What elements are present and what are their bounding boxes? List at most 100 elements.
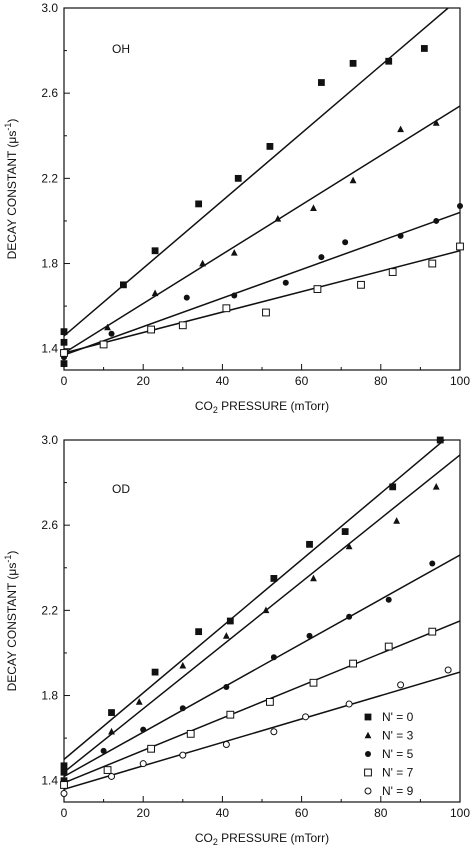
data-point <box>270 728 278 736</box>
legend-marker <box>364 787 372 795</box>
legend-label: N' = 7 <box>382 766 414 780</box>
panel-label: OD <box>112 482 130 496</box>
panel-label: OH <box>112 42 130 56</box>
data-point <box>357 280 365 289</box>
data-point <box>436 436 444 444</box>
data-point <box>226 710 235 719</box>
y-tick-label: 2.6 <box>41 518 58 532</box>
data-point <box>186 729 195 738</box>
data-point <box>151 247 159 255</box>
y-tick-label: 3.0 <box>41 1 58 15</box>
data-points <box>60 45 464 368</box>
legend-marker <box>364 731 372 739</box>
data-point <box>262 606 270 614</box>
tick-marks: 0 20 40 60 80 100 1.4 1.8 2.2 2.6 3.0 <box>41 433 470 820</box>
data-point <box>341 528 349 535</box>
data-point <box>199 259 206 267</box>
data-point <box>349 176 357 184</box>
data-point <box>151 668 159 676</box>
data-point <box>222 304 231 313</box>
y-tick-label: 1.4 <box>41 342 58 356</box>
data-point <box>318 254 325 261</box>
data-point <box>99 340 108 349</box>
data-point <box>349 659 357 668</box>
y-tick-label: 1.4 <box>41 774 58 788</box>
data-point <box>385 57 393 65</box>
data-point <box>429 560 436 567</box>
y-tick-label: 1.8 <box>41 257 58 271</box>
data-point <box>274 215 282 222</box>
data-point <box>139 760 147 768</box>
data-point <box>456 242 464 251</box>
data-point <box>397 125 404 133</box>
data-points <box>60 436 452 797</box>
fit-line <box>64 671 460 790</box>
data-point <box>262 308 270 317</box>
data-point <box>266 143 274 150</box>
data-point <box>135 698 143 705</box>
data-point <box>428 259 437 268</box>
data-point <box>226 617 234 625</box>
data-point <box>222 741 230 749</box>
x-tick-label: 20 <box>137 374 151 388</box>
x-tick-label: 0 <box>61 806 68 820</box>
x-axis-label: CO2 PRESSURE (mTorr) <box>195 399 329 415</box>
data-point <box>60 781 68 789</box>
data-point <box>103 766 112 774</box>
data-point <box>179 705 186 712</box>
data-point <box>388 268 397 276</box>
legend-label: N' = 0 <box>382 710 414 724</box>
legend: N' = 0 N' = 3 N' = 5 N' = 7 N' = 9 <box>364 710 414 798</box>
data-point <box>309 678 318 687</box>
legend-label: N' = 5 <box>382 747 414 761</box>
x-tick-label: 100 <box>450 374 470 388</box>
data-point <box>147 744 156 753</box>
fit-line <box>64 554 460 778</box>
data-point <box>178 321 187 330</box>
data-point <box>100 747 107 754</box>
data-point <box>195 200 203 208</box>
data-point <box>231 292 238 299</box>
fit-line <box>64 8 449 337</box>
data-point <box>108 330 115 337</box>
y-axis-label: DECAY CONSTANT (μs-1) <box>3 119 19 260</box>
data-point <box>179 751 187 759</box>
data-point <box>345 700 353 708</box>
data-point <box>108 727 115 735</box>
data-point <box>433 217 440 224</box>
data-point <box>104 323 111 331</box>
x-tick-label: 20 <box>137 806 151 820</box>
data-point <box>60 360 68 368</box>
x-tick-label: 80 <box>374 806 388 820</box>
data-point <box>270 575 278 582</box>
x-tick-label: 60 <box>295 374 309 388</box>
x-tick-label: 40 <box>216 374 230 388</box>
data-point <box>345 542 353 550</box>
data-point <box>195 628 203 636</box>
data-point <box>60 768 68 776</box>
panel-oh: 0 20 40 60 80 100 1.4 1.8 2.2 2.6 3.0 OH CO2 PRESS… <box>3 1 470 415</box>
data-point <box>432 119 440 126</box>
legend-marker <box>365 751 371 757</box>
x-tick-label: 80 <box>374 374 388 388</box>
fit-lines <box>64 440 460 790</box>
data-point <box>270 654 277 661</box>
x-tick-label: 100 <box>450 806 470 820</box>
y-tick-label: 1.8 <box>41 689 58 703</box>
data-point <box>342 239 349 246</box>
data-point <box>310 204 317 211</box>
data-point <box>60 338 68 346</box>
data-point <box>179 661 187 669</box>
y-axis-label: DECAY CONSTANT (μs-1) <box>3 551 19 692</box>
fit-line <box>64 105 460 354</box>
data-point <box>60 349 68 357</box>
fit-lines <box>64 8 460 356</box>
data-point <box>60 328 68 336</box>
data-point <box>266 698 274 706</box>
data-point <box>318 79 325 86</box>
data-point <box>397 681 405 689</box>
data-point <box>389 483 397 491</box>
data-point <box>306 540 313 548</box>
